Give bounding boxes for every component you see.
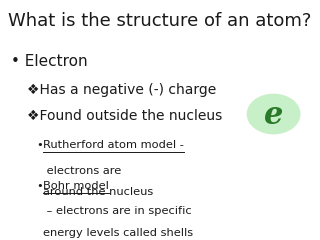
Text: – electrons are in specific: – electrons are in specific	[43, 206, 192, 216]
Text: ❖Found outside the nucleus: ❖Found outside the nucleus	[27, 109, 222, 123]
Text: ❖Has a negative (-) charge: ❖Has a negative (-) charge	[27, 83, 216, 97]
Text: •: •	[36, 181, 43, 191]
Text: Rutherford atom model -: Rutherford atom model -	[43, 140, 184, 150]
Text: Bohr model: Bohr model	[43, 181, 109, 191]
Text: electrons are: electrons are	[43, 166, 122, 176]
Text: What is the structure of an atom?: What is the structure of an atom?	[8, 12, 312, 30]
Text: energy levels called shells: energy levels called shells	[43, 228, 193, 238]
Text: around the nucleus: around the nucleus	[43, 187, 154, 197]
Text: •: •	[36, 140, 43, 150]
Circle shape	[247, 94, 300, 134]
Text: e: e	[264, 100, 283, 131]
Text: • Electron: • Electron	[11, 54, 88, 69]
